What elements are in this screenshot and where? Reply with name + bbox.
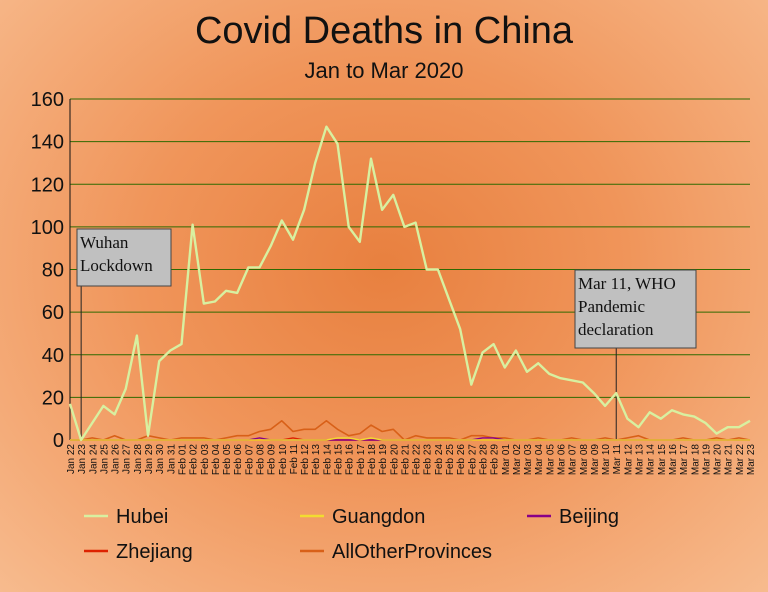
x-tick-label: Jan 26	[111, 444, 122, 474]
x-tick-label: Mar 17	[679, 444, 690, 476]
chart-subtitle: Jan to Mar 2020	[304, 58, 464, 83]
x-tick-label: Mar 23	[746, 444, 757, 476]
x-tick-label: Feb 01	[177, 444, 188, 476]
x-tick-label: Feb 05	[222, 444, 233, 476]
x-tick-label: Mar 11	[612, 444, 623, 475]
x-tick-label: Feb 25	[445, 444, 456, 476]
legend-label-beijing: Beijing	[559, 506, 619, 528]
x-tick-label: Mar 06	[556, 444, 567, 476]
x-tick-label: Jan 29	[144, 444, 155, 474]
x-tick-label: Jan 31	[166, 444, 177, 474]
x-tick-label: Jan 24	[88, 444, 99, 474]
x-tick-label: Feb 19	[378, 444, 389, 476]
series-line-guangdon	[70, 437, 750, 441]
legend-label-zhejiang: Zhejiang	[116, 541, 193, 563]
annotation-text: Wuhan	[80, 233, 129, 252]
x-tick-label: Feb 24	[434, 444, 445, 476]
legend-label-hubei: Hubei	[116, 506, 168, 528]
x-tick-label: Mar 10	[601, 444, 612, 476]
x-tick-label: Feb 13	[311, 444, 322, 476]
x-tick-label: Mar 02	[512, 444, 523, 476]
x-tick-label: Feb 08	[256, 444, 267, 476]
annotation-box-wuhan	[76, 228, 172, 287]
annotation-text: Mar 11, WHO	[578, 274, 676, 293]
y-tick-label: 20	[42, 387, 64, 409]
x-tick-label: Feb 22	[412, 444, 423, 476]
x-tick-label: Mar 03	[523, 444, 534, 476]
x-tick-label: Mar 15	[657, 444, 668, 476]
x-axis-ticks: Jan 22 Jan 23 Jan 24 Jan 25 Jan 26 Jan 27 Jan …	[66, 444, 757, 476]
y-tick-label: 140	[31, 132, 64, 154]
chart-title: Covid Deaths in China	[194, 10, 574, 52]
x-tick-label: Feb 06	[233, 444, 244, 476]
y-tick-label: 0	[53, 430, 64, 452]
y-axis-ticks: 0 20 40 60 80 100 120 140 160	[31, 89, 64, 452]
x-tick-label: Mar 19	[701, 444, 712, 476]
x-tick-label: Jan 23	[77, 444, 88, 474]
x-tick-label: Feb 17	[356, 444, 367, 476]
x-tick-label: Feb 26	[456, 444, 467, 476]
x-tick-label: Mar 14	[646, 444, 657, 476]
annotation-text: Lockdown	[80, 256, 153, 275]
y-tick-label: 40	[42, 345, 64, 367]
x-tick-label: Feb 18	[367, 444, 378, 476]
x-tick-label: Jan 22	[66, 444, 77, 474]
x-tick-label: Feb 15	[334, 444, 345, 476]
y-tick-label: 80	[42, 260, 64, 282]
x-tick-label: Feb 04	[211, 444, 222, 476]
x-tick-label: Feb 03	[200, 444, 211, 476]
legend-label-guangdon: Guangdon	[332, 506, 425, 528]
x-tick-label: Jan 25	[99, 444, 110, 474]
series-line-allotherprovinces	[70, 419, 751, 441]
x-tick-label: Feb 16	[345, 444, 356, 476]
x-tick-label: Mar 13	[635, 444, 646, 476]
x-tick-label: Mar 22	[735, 444, 746, 476]
x-tick-label: Mar 21	[724, 444, 735, 476]
series-line-hubei	[68, 125, 751, 442]
chart-legend: Hubei Guangdon Beijing Zhejiang AllOtherProv…	[84, 506, 619, 563]
x-tick-label: Mar 07	[568, 444, 579, 476]
x-tick-label: Mar 16	[668, 444, 679, 476]
annotation-boxes: Wuhan Lockdown Mar 11, WHO Pandemic declarat…	[76, 228, 697, 349]
y-tick-label: 160	[31, 89, 64, 111]
x-tick-label: Jan 30	[155, 444, 166, 474]
legend-label-allotherprovinces: AllOtherProvinces	[332, 541, 492, 563]
x-tick-label: Mar 09	[590, 444, 601, 476]
x-tick-label: Jan 27	[122, 444, 133, 474]
x-tick-label: Feb 28	[478, 444, 489, 476]
annotation-text: declaration	[578, 320, 654, 339]
x-tick-label: Feb 11	[289, 444, 300, 475]
annotation-box-who	[574, 269, 697, 349]
x-tick-label: Feb 27	[467, 444, 478, 476]
x-tick-label: Feb 07	[244, 444, 255, 476]
x-tick-label: Mar 05	[545, 444, 556, 476]
y-tick-label: 60	[42, 302, 64, 324]
y-tick-label: 100	[31, 217, 64, 239]
x-tick-label: Feb 09	[267, 444, 278, 476]
x-tick-label: Mar 04	[534, 444, 545, 476]
x-tick-label: Mar 01	[501, 444, 512, 476]
x-tick-label: Feb 14	[322, 444, 333, 476]
x-tick-label: Feb 12	[300, 444, 311, 476]
x-tick-label: Jan 28	[133, 444, 144, 474]
annotation-text: Pandemic	[578, 297, 645, 316]
x-tick-label: Feb 20	[389, 444, 400, 476]
x-tick-label: Mar 18	[690, 444, 701, 476]
annotation-markers	[80, 286, 617, 440]
x-tick-label: Feb 29	[490, 444, 501, 476]
y-tick-label: 120	[31, 174, 64, 196]
x-tick-label: Feb 21	[400, 444, 411, 476]
series-lines	[68, 125, 751, 442]
x-tick-label: Mar 20	[713, 444, 724, 476]
x-tick-label: Feb 23	[423, 444, 434, 476]
x-tick-label: Feb 02	[189, 444, 200, 476]
x-tick-label: Mar 12	[623, 444, 634, 476]
x-tick-label: Feb 10	[278, 444, 289, 476]
x-tick-label: Mar 08	[579, 444, 590, 476]
